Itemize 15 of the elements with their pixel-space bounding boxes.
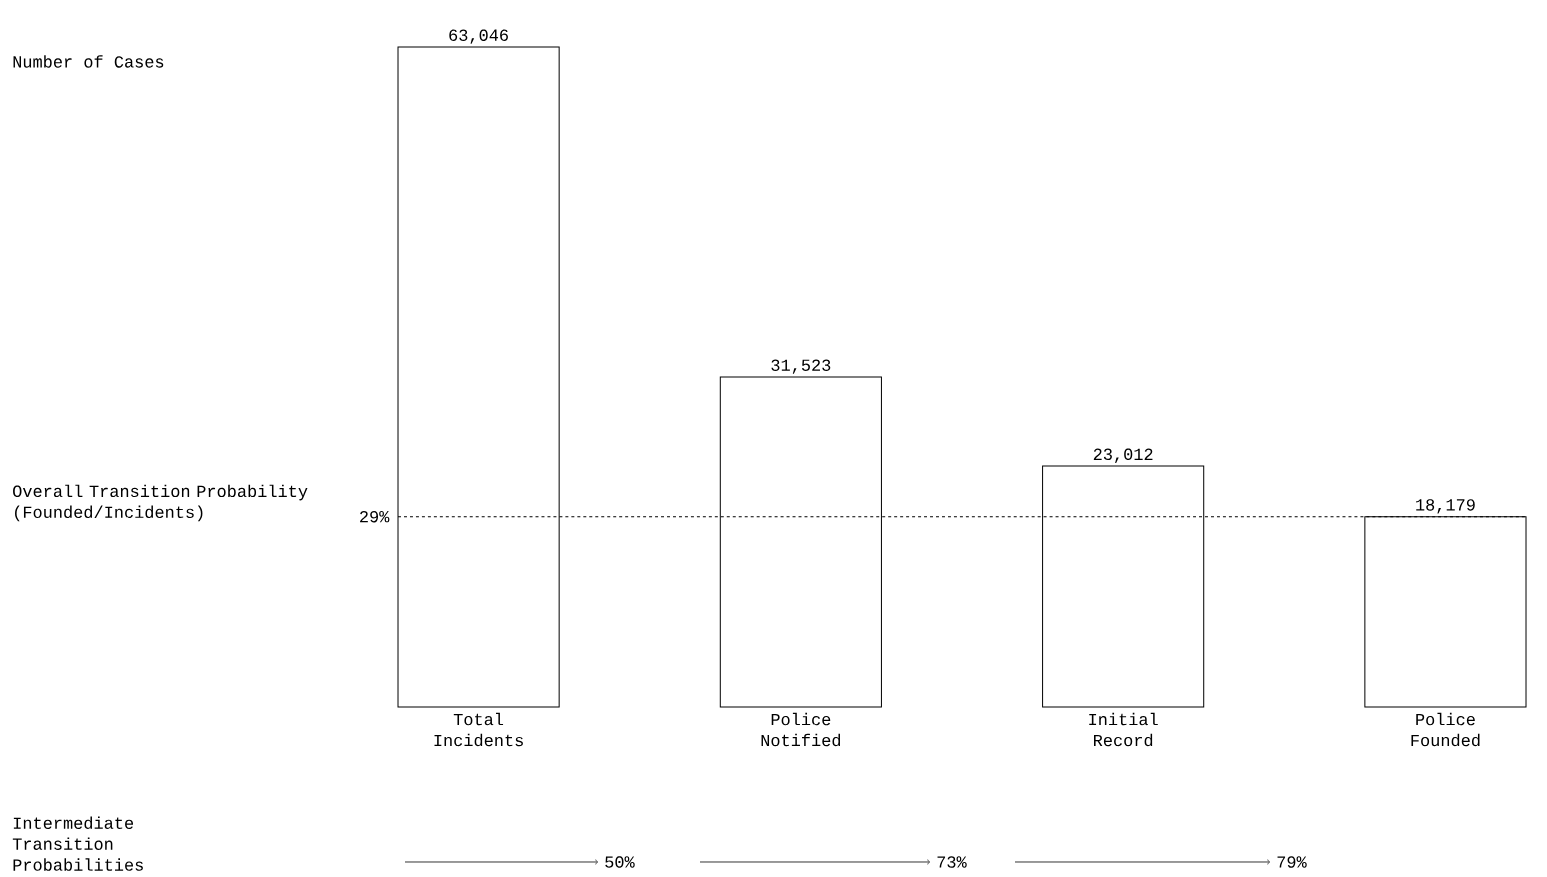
text: Number of Cases — [13, 55, 164, 68]
text: Intermediate Transition Probabilities — [12, 816, 143, 871]
data-label: 18,179 — [1416, 499, 1475, 514]
text: 50% — [605, 856, 635, 868]
data-label: 63,046 — [449, 29, 508, 44]
data-label: 31,523 — [771, 359, 831, 374]
data-label: 23,012 — [1093, 448, 1153, 463]
text: Overall Transition Probability (Founded/Incidents) — [13, 484, 308, 522]
text: 79% — [1277, 856, 1307, 868]
x-tick-label: Initial Record — [1089, 712, 1158, 747]
x-tick-label: Total Incidents — [434, 712, 523, 747]
x-tick-label: Police Founded — [1411, 712, 1480, 747]
x-tick-label: Police Notified — [761, 712, 841, 747]
text: 29% — [360, 510, 390, 523]
text: 73% — [937, 856, 967, 868]
